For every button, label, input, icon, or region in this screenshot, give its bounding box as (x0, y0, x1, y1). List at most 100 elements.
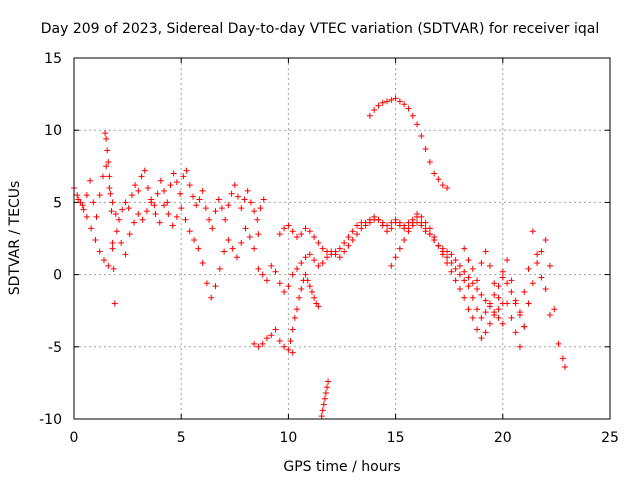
data-point (401, 222, 408, 229)
data-point (388, 219, 395, 226)
data-point (306, 251, 313, 258)
series-track-b (255, 213, 528, 330)
series-track-d (388, 210, 506, 342)
data-point (212, 283, 219, 290)
data-point (103, 135, 110, 142)
data-point (465, 283, 472, 290)
data-point (534, 260, 541, 267)
data-point (110, 265, 117, 272)
data-point (289, 271, 296, 278)
data-point (247, 199, 254, 206)
data-point (289, 326, 296, 333)
data-point (135, 210, 142, 217)
data-point (525, 265, 532, 272)
data-point (456, 286, 463, 293)
data-point (173, 179, 180, 186)
data-point (542, 286, 549, 293)
data-point (102, 130, 109, 137)
data-point (293, 306, 300, 313)
data-point (336, 245, 343, 252)
data-point (74, 192, 81, 199)
data-point (341, 239, 348, 246)
data-point (431, 234, 438, 241)
data-point (431, 170, 438, 177)
data-point (276, 280, 283, 287)
data-point (285, 222, 292, 229)
data-point (231, 182, 238, 189)
data-point (221, 248, 228, 255)
data-point (521, 288, 528, 295)
data-point (293, 265, 300, 272)
data-point (251, 340, 258, 347)
data-point (384, 98, 391, 105)
data-point (508, 277, 515, 284)
data-point (426, 231, 433, 238)
data-point (482, 248, 489, 255)
data-point (263, 335, 270, 342)
data-point (456, 262, 463, 269)
data-point (375, 216, 382, 223)
data-point (291, 314, 298, 321)
data-point (141, 167, 148, 174)
data-point (396, 98, 403, 105)
data-point (101, 257, 108, 264)
data-point (164, 199, 171, 206)
data-point (551, 306, 558, 313)
data-point (157, 177, 164, 184)
series-track-a (71, 163, 267, 232)
data-point (318, 413, 325, 420)
data-point (119, 206, 126, 213)
data-point (306, 228, 313, 235)
data-point (495, 294, 502, 301)
data-point (296, 294, 303, 301)
data-point (366, 219, 373, 226)
series-track-late (504, 236, 568, 371)
data-point (293, 234, 300, 241)
data-point (474, 286, 481, 293)
data-point (177, 190, 184, 197)
data-point (80, 206, 87, 213)
data-point (319, 260, 326, 267)
data-point (469, 265, 476, 272)
x-tick-label: 0 (70, 430, 79, 446)
data-point (302, 225, 309, 232)
data-point (559, 355, 566, 362)
series-segment-9h (251, 326, 296, 356)
data-point (161, 202, 168, 209)
data-point (96, 248, 103, 255)
data-point (276, 338, 283, 345)
data-point (546, 262, 553, 269)
data-point (285, 283, 292, 290)
data-point (180, 173, 187, 180)
data-point (306, 283, 313, 290)
data-point (251, 208, 258, 215)
data-point (195, 245, 202, 252)
data-point (362, 222, 369, 229)
data-point (396, 219, 403, 226)
data-point (375, 102, 382, 109)
data-point (191, 236, 198, 243)
data-point (444, 248, 451, 255)
data-point (90, 199, 97, 206)
data-point (422, 219, 429, 226)
data-point (491, 291, 498, 298)
data-point (414, 210, 421, 217)
data-point (349, 236, 356, 243)
data-point (482, 329, 489, 336)
data-point (165, 210, 172, 217)
data-point (469, 280, 476, 287)
data-point (461, 277, 468, 284)
data-point (302, 271, 309, 278)
data-point (311, 257, 318, 264)
chart-title: Day 209 of 2023, Sidereal Day-to-day VTE… (41, 21, 599, 37)
data-point (439, 182, 446, 189)
y-tick-label: -5 (48, 340, 62, 356)
data-point (103, 163, 110, 170)
data-point (186, 228, 193, 235)
data-point (418, 213, 425, 220)
data-point (504, 280, 511, 287)
data-point (106, 173, 113, 180)
data-point (401, 101, 408, 108)
data-point (354, 231, 361, 238)
data-point (435, 242, 442, 249)
